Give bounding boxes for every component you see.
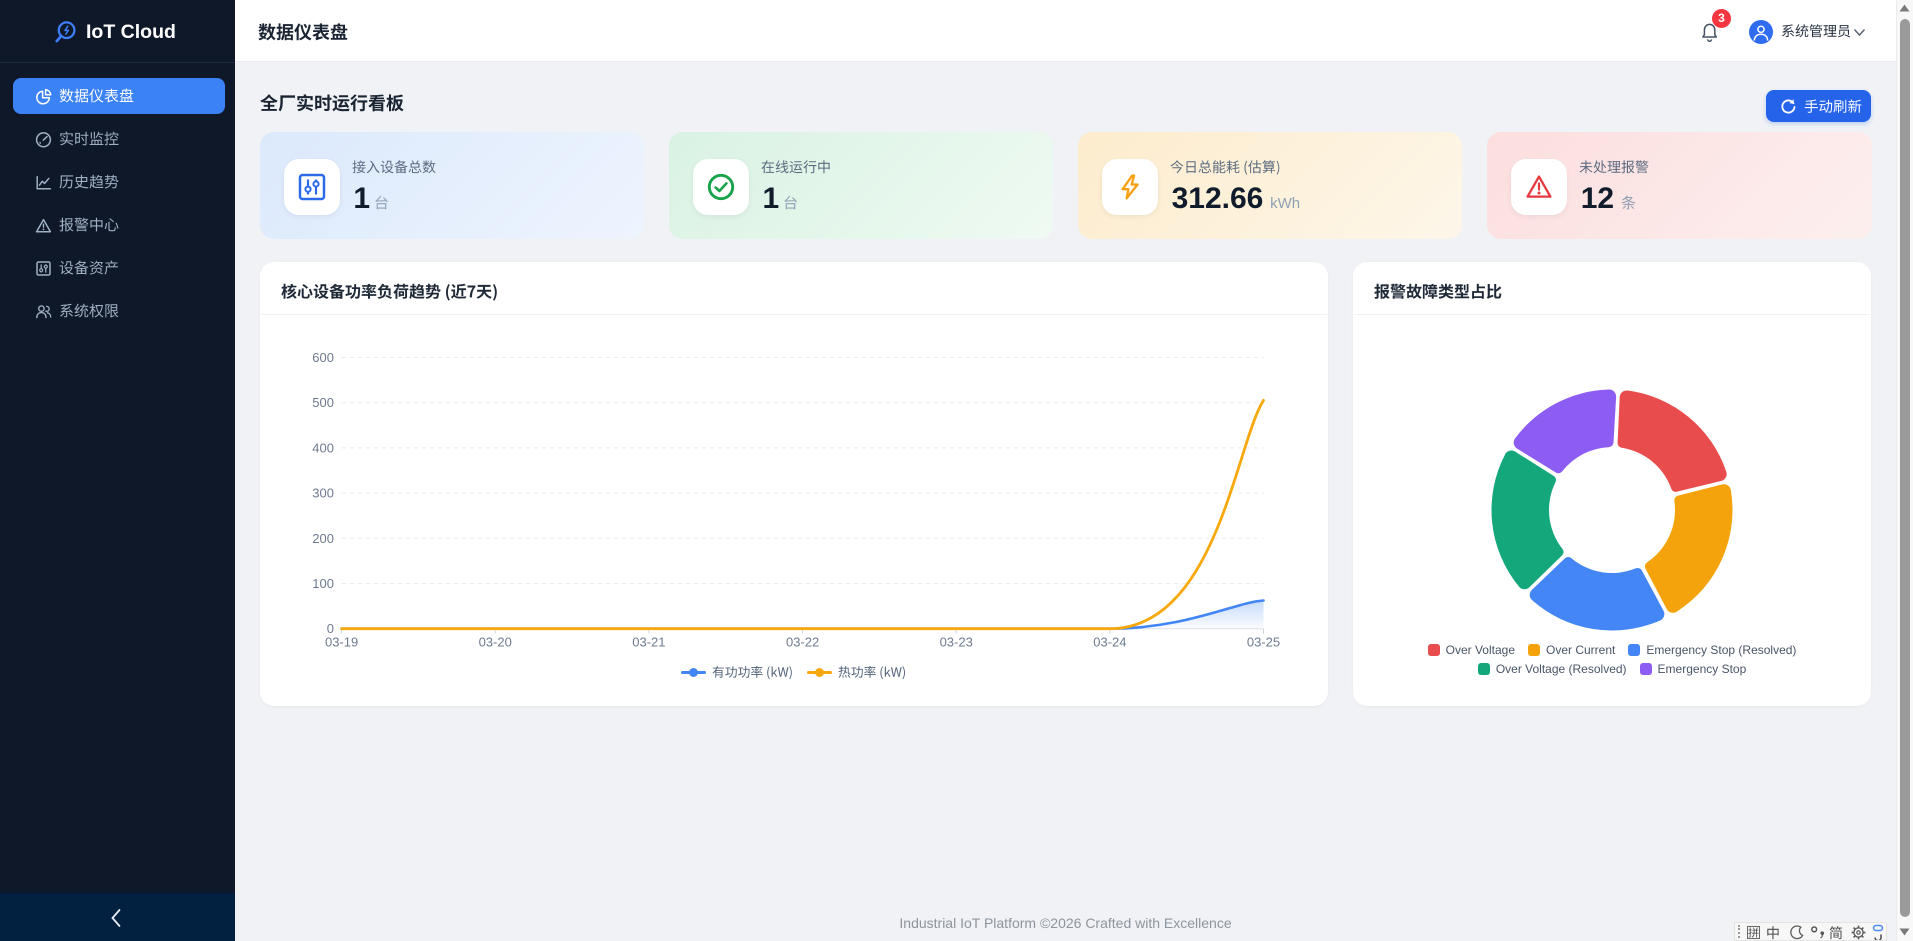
svg-text:100: 100 — [312, 576, 334, 591]
svg-text:03-19: 03-19 — [325, 635, 358, 650]
svg-text:300: 300 — [312, 486, 334, 501]
svg-text:500: 500 — [312, 395, 334, 410]
svg-text:03-23: 03-23 — [939, 635, 972, 650]
svg-text:03-20: 03-20 — [478, 635, 511, 650]
svg-text:200: 200 — [312, 531, 334, 546]
svg-text:03-24: 03-24 — [1093, 635, 1126, 650]
svg-text:03-22: 03-22 — [786, 635, 819, 650]
svg-text:03-25: 03-25 — [1247, 635, 1280, 650]
svg-text:400: 400 — [312, 440, 334, 455]
svg-text:0: 0 — [327, 621, 334, 636]
svg-text:03-21: 03-21 — [632, 635, 665, 650]
svg-text:600: 600 — [312, 350, 334, 365]
